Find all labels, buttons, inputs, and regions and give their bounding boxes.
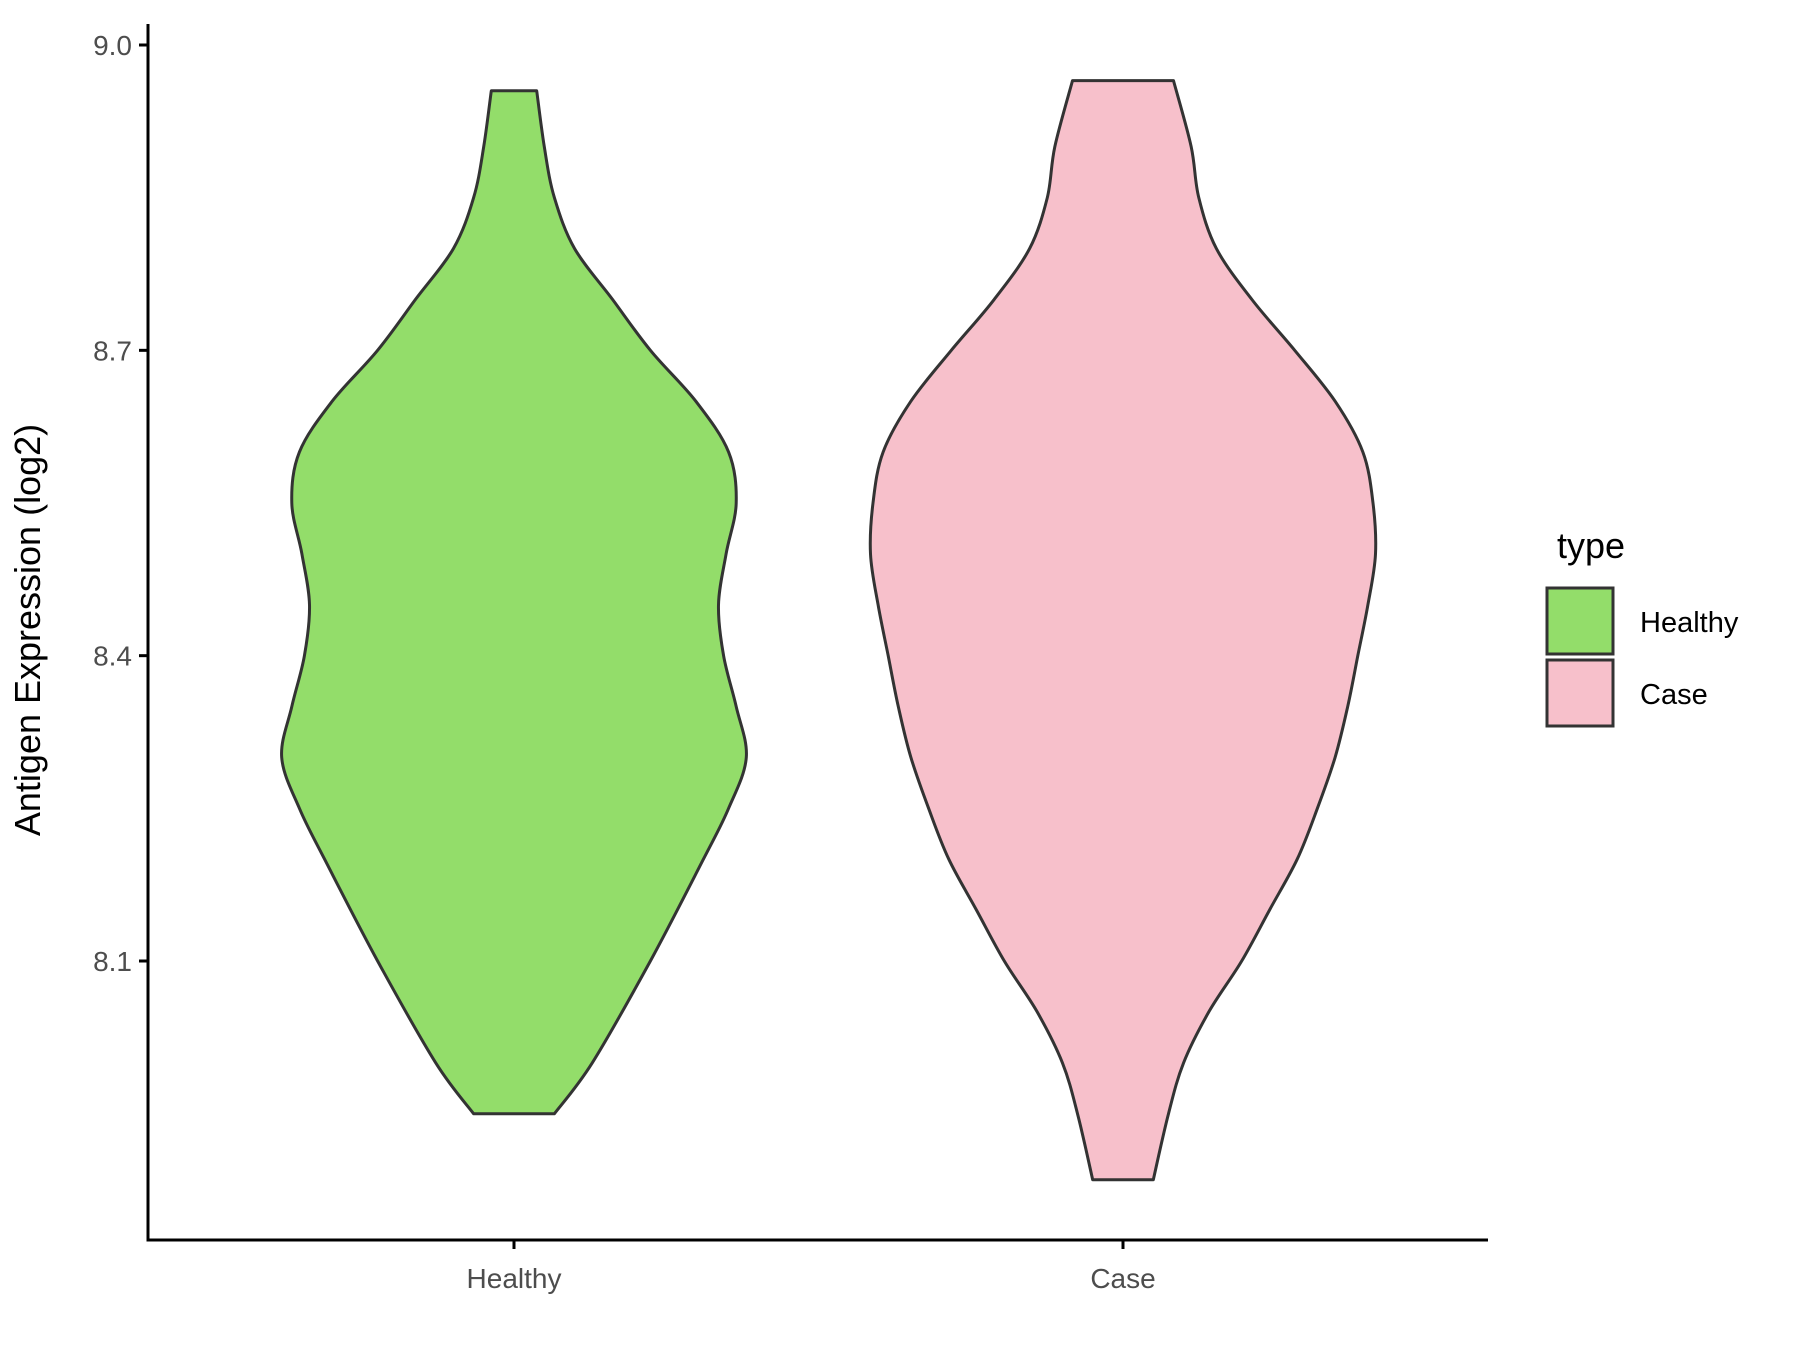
legend-swatch-case (1545, 658, 1615, 728)
violin-case (868, 79, 1378, 1182)
legend-title: type (1557, 525, 1625, 566)
x-tick-label: Case (1090, 1263, 1155, 1294)
y-tick-label: 8.7 (93, 335, 132, 366)
legend-label-healthy: Healthy (1640, 607, 1739, 639)
y-axis-title: Antigen Expression (log2) (7, 424, 48, 836)
violins-layer (280, 79, 1378, 1182)
y-tick-label: 9.0 (93, 30, 132, 61)
legend: type Healthy Case (1545, 525, 1739, 728)
violin-healthy (280, 89, 748, 1116)
legend-label-case: Case (1640, 679, 1708, 711)
axes-layer (146, 24, 1488, 1242)
x-axis-ticks: Healthy Case (467, 1240, 1156, 1294)
x-tick-label: Healthy (467, 1263, 562, 1294)
y-tick-label: 8.1 (93, 946, 132, 977)
y-axis-ticks: 8.1 8.4 8.7 9.0 (93, 30, 148, 977)
legend-swatch-healthy (1545, 586, 1615, 656)
y-tick-label: 8.4 (93, 641, 132, 672)
